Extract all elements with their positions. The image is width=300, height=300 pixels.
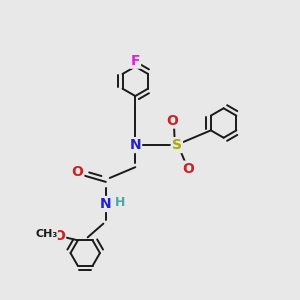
Text: O: O [71,165,83,179]
Text: F: F [130,54,140,68]
Text: O: O [53,230,65,243]
Text: O: O [166,114,178,128]
Text: O: O [182,162,194,176]
Text: N: N [130,138,141,152]
Text: N: N [100,197,112,211]
Text: S: S [172,138,182,152]
Text: H: H [114,196,125,208]
Text: CH₃: CH₃ [35,230,58,239]
